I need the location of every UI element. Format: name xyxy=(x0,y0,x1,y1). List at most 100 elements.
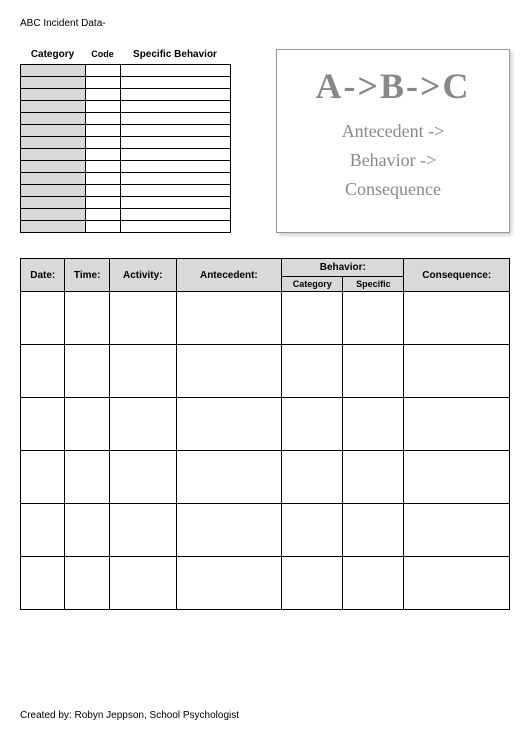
abc-title: A->B->C xyxy=(297,65,489,107)
small-cell-specific[interactable] xyxy=(121,101,231,113)
main-incident-table: Date: Time: Activity: Antecedent: Behavi… xyxy=(20,258,510,610)
small-cell-category[interactable] xyxy=(21,137,86,149)
small-cell-specific[interactable] xyxy=(121,65,231,77)
main-cell-beh-category[interactable] xyxy=(282,292,343,345)
main-cell-beh-specific[interactable] xyxy=(343,345,404,398)
small-cell-category[interactable] xyxy=(21,65,86,77)
main-cell-consequence[interactable] xyxy=(404,557,510,610)
main-cell-date[interactable] xyxy=(21,292,65,345)
small-table-row xyxy=(21,89,231,101)
small-cell-category[interactable] xyxy=(21,221,86,233)
main-cell-beh-specific[interactable] xyxy=(343,292,404,345)
small-cell-category[interactable] xyxy=(21,101,86,113)
small-cell-code[interactable] xyxy=(86,113,121,125)
small-cell-code[interactable] xyxy=(86,221,121,233)
main-cell-time[interactable] xyxy=(65,345,109,398)
main-cell-date[interactable] xyxy=(21,504,65,557)
main-cell-antecedent[interactable] xyxy=(176,292,282,345)
small-cell-specific[interactable] xyxy=(121,125,231,137)
small-cell-specific[interactable] xyxy=(121,209,231,221)
small-cell-category[interactable] xyxy=(21,125,86,137)
small-table-header-code: Code xyxy=(85,49,120,60)
main-cell-activity[interactable] xyxy=(109,504,176,557)
small-cell-specific[interactable] xyxy=(121,197,231,209)
main-cell-beh-specific[interactable] xyxy=(343,504,404,557)
main-cell-beh-specific[interactable] xyxy=(343,557,404,610)
small-table-row xyxy=(21,113,231,125)
small-table-header-specific: Specific Behavior xyxy=(120,49,230,60)
small-cell-category[interactable] xyxy=(21,209,86,221)
main-cell-consequence[interactable] xyxy=(404,504,510,557)
small-cell-code[interactable] xyxy=(86,101,121,113)
small-cell-category[interactable] xyxy=(21,113,86,125)
main-cell-antecedent[interactable] xyxy=(176,345,282,398)
main-cell-activity[interactable] xyxy=(109,451,176,504)
main-cell-date[interactable] xyxy=(21,398,65,451)
small-cell-category[interactable] xyxy=(21,185,86,197)
main-cell-beh-specific[interactable] xyxy=(343,451,404,504)
main-cell-beh-category[interactable] xyxy=(282,557,343,610)
small-cell-specific[interactable] xyxy=(121,89,231,101)
small-table-row xyxy=(21,185,231,197)
small-cell-category[interactable] xyxy=(21,161,86,173)
main-cell-date[interactable] xyxy=(21,345,65,398)
main-cell-date[interactable] xyxy=(21,557,65,610)
small-table-row xyxy=(21,125,231,137)
main-cell-consequence[interactable] xyxy=(404,345,510,398)
small-cell-code[interactable] xyxy=(86,77,121,89)
main-header-antecedent: Antecedent: xyxy=(176,259,282,292)
small-cell-specific[interactable] xyxy=(121,113,231,125)
main-cell-date[interactable] xyxy=(21,451,65,504)
main-header-date: Date: xyxy=(21,259,65,292)
main-cell-activity[interactable] xyxy=(109,345,176,398)
small-cell-code[interactable] xyxy=(86,125,121,137)
small-cell-code[interactable] xyxy=(86,185,121,197)
main-cell-consequence[interactable] xyxy=(404,398,510,451)
small-cell-category[interactable] xyxy=(21,173,86,185)
main-cell-time[interactable] xyxy=(65,504,109,557)
small-cell-specific[interactable] xyxy=(121,185,231,197)
small-cell-code[interactable] xyxy=(86,89,121,101)
small-cell-category[interactable] xyxy=(21,197,86,209)
small-cell-code[interactable] xyxy=(86,65,121,77)
main-header-consequence: Consequence: xyxy=(404,259,510,292)
small-cell-code[interactable] xyxy=(86,149,121,161)
main-cell-beh-category[interactable] xyxy=(282,451,343,504)
small-cell-code[interactable] xyxy=(86,173,121,185)
small-cell-specific[interactable] xyxy=(121,137,231,149)
small-cell-code[interactable] xyxy=(86,209,121,221)
small-table-row xyxy=(21,149,231,161)
main-cell-beh-specific[interactable] xyxy=(343,398,404,451)
main-cell-time[interactable] xyxy=(65,398,109,451)
small-cell-specific[interactable] xyxy=(121,77,231,89)
small-cell-specific[interactable] xyxy=(121,161,231,173)
main-cell-beh-category[interactable] xyxy=(282,398,343,451)
small-cell-code[interactable] xyxy=(86,161,121,173)
main-cell-antecedent[interactable] xyxy=(176,451,282,504)
main-header-time: Time: xyxy=(65,259,109,292)
main-header-activity: Activity: xyxy=(109,259,176,292)
small-cell-specific[interactable] xyxy=(121,173,231,185)
main-cell-activity[interactable] xyxy=(109,557,176,610)
small-table-row xyxy=(21,173,231,185)
main-cell-consequence[interactable] xyxy=(404,451,510,504)
main-header-behavior: Behavior: xyxy=(282,259,404,277)
small-cell-code[interactable] xyxy=(86,197,121,209)
main-cell-time[interactable] xyxy=(65,292,109,345)
small-cell-specific[interactable] xyxy=(121,221,231,233)
main-cell-antecedent[interactable] xyxy=(176,504,282,557)
main-cell-time[interactable] xyxy=(65,451,109,504)
main-cell-antecedent[interactable] xyxy=(176,557,282,610)
small-cell-category[interactable] xyxy=(21,149,86,161)
main-cell-activity[interactable] xyxy=(109,398,176,451)
main-cell-beh-category[interactable] xyxy=(282,504,343,557)
main-cell-activity[interactable] xyxy=(109,292,176,345)
small-cell-category[interactable] xyxy=(21,77,86,89)
main-cell-consequence[interactable] xyxy=(404,292,510,345)
main-cell-antecedent[interactable] xyxy=(176,398,282,451)
main-cell-beh-category[interactable] xyxy=(282,345,343,398)
small-cell-category[interactable] xyxy=(21,89,86,101)
main-cell-time[interactable] xyxy=(65,557,109,610)
small-cell-code[interactable] xyxy=(86,137,121,149)
small-cell-specific[interactable] xyxy=(121,149,231,161)
